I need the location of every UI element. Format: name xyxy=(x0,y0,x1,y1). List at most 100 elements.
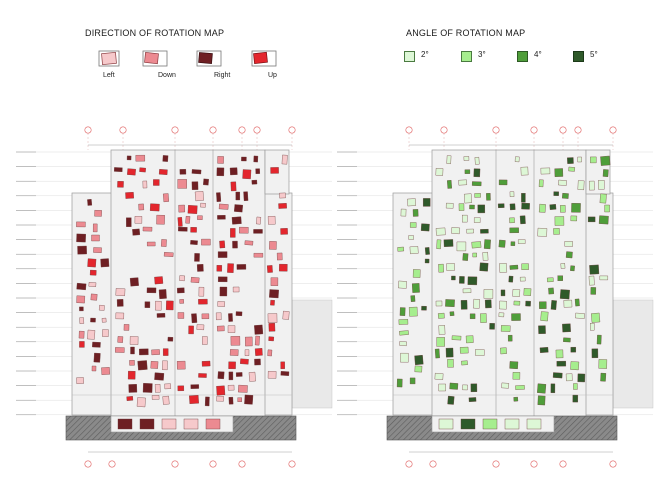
right-ground-panel xyxy=(526,418,542,430)
left-facade-panel xyxy=(179,275,185,282)
right-grid-bubble-bottom xyxy=(609,460,617,468)
right-facade-panel xyxy=(560,263,566,269)
left-facade-panel xyxy=(76,233,86,243)
legend-right-label: Right xyxy=(214,72,231,79)
right-facade-panel xyxy=(520,166,529,176)
right-elevation xyxy=(337,126,654,468)
left-facade-panel xyxy=(235,311,243,317)
right-facade-panel xyxy=(411,283,420,293)
right-facade-panel xyxy=(540,167,551,175)
right-facade-panel xyxy=(604,204,610,213)
left-facade-panel xyxy=(93,352,101,363)
left-facade-panel xyxy=(187,205,198,214)
left-facade-panel xyxy=(128,384,138,393)
right-facade-panel xyxy=(539,347,549,353)
left-facade-panel xyxy=(281,154,288,165)
left-facade-panel xyxy=(142,383,153,393)
left-facade-panel xyxy=(126,217,132,227)
right-facade-tower xyxy=(431,149,587,419)
right-facade-panel xyxy=(555,349,564,359)
left-facade-panel xyxy=(154,372,165,381)
right-facade-panel xyxy=(560,205,566,213)
left-facade-panel xyxy=(129,360,135,366)
right-facade-panel xyxy=(475,349,485,356)
right-facade-panel xyxy=(423,198,431,207)
left-facade-panel xyxy=(198,286,205,297)
right-facade-panel xyxy=(598,215,609,225)
left-facade-panel xyxy=(115,312,125,320)
left-facade-panel xyxy=(197,215,203,220)
left-facade-panel xyxy=(76,282,87,291)
left-facade-panel xyxy=(90,317,96,323)
left-facade-panel xyxy=(216,385,226,396)
right-map-title: ANGLE OF ROTATION MAP xyxy=(406,28,526,38)
right-facade-panel xyxy=(562,192,569,199)
right-facade-panel xyxy=(563,337,571,343)
right-facade-panel xyxy=(458,179,468,186)
left-facade-panel xyxy=(202,336,208,345)
right-facade-panel xyxy=(463,156,470,161)
right-facade-panel xyxy=(508,275,514,283)
left-facade-panel xyxy=(158,169,168,175)
right-facade-panel xyxy=(459,276,465,284)
right-facade-panel xyxy=(509,203,516,211)
left-facade-panel xyxy=(251,179,258,185)
left-facade-panel xyxy=(100,258,110,268)
left-facade-panel xyxy=(179,169,187,175)
legend-2deg-swatch xyxy=(404,51,415,62)
right-facade-panel xyxy=(549,204,557,210)
left-map-title: DIRECTION OF ROTATION MAP xyxy=(85,28,225,38)
left-facade-panel xyxy=(228,371,234,381)
right-facade-panel xyxy=(486,193,491,201)
left-facade-panel xyxy=(280,371,290,376)
right-facade-panel xyxy=(518,239,526,244)
left-facade-panel xyxy=(167,336,174,342)
right-grid-bubble-top xyxy=(492,126,500,134)
left-facade-panel xyxy=(136,397,146,408)
right-facade-panel xyxy=(412,269,421,278)
right-facade-panel xyxy=(564,241,573,247)
right-facade-panel xyxy=(590,156,597,164)
right-facade-panel xyxy=(480,313,487,323)
left-facade-panel xyxy=(91,234,100,242)
right-facade-panel xyxy=(500,325,511,332)
left-facade-panel xyxy=(162,360,168,371)
right-facade-panel xyxy=(550,300,557,310)
right-facade-panel xyxy=(538,325,546,334)
left-facade-panel xyxy=(217,215,226,220)
left-facade-panel xyxy=(179,299,185,304)
left-facade-panel xyxy=(153,179,160,186)
left-facade-panel xyxy=(253,229,263,234)
right-facade-panel xyxy=(587,216,596,223)
left-facade-panel xyxy=(129,336,139,345)
left-facade-panel xyxy=(216,265,223,272)
left-facade-panel xyxy=(254,324,264,335)
right-facade-panel xyxy=(577,156,582,163)
left-facade-panel xyxy=(200,202,206,208)
left-facade-panel xyxy=(165,300,174,311)
legend-up xyxy=(251,50,279,73)
left-facade-panel xyxy=(91,365,97,372)
legend-left-swatch xyxy=(98,50,120,67)
right-grid-bubble-top xyxy=(574,126,582,134)
right-facade-panel xyxy=(408,235,414,240)
left-facade-panel xyxy=(219,240,226,249)
left-facade-panel xyxy=(139,167,146,173)
left-facade-panel xyxy=(194,191,204,202)
right-facade-panel xyxy=(446,155,452,164)
right-facade-panel xyxy=(598,359,608,369)
left-facade-panel xyxy=(178,226,188,232)
right-facade-panel xyxy=(410,295,416,302)
right-facade-panel xyxy=(590,323,595,331)
right-facade-panel xyxy=(550,383,556,393)
left-facade-panel xyxy=(229,349,239,356)
right-facade-panel xyxy=(435,227,446,236)
left-facade-panel xyxy=(190,240,198,245)
left-facade-panel xyxy=(194,253,200,262)
left-facade-panel xyxy=(154,384,161,393)
right-facade-panel xyxy=(483,289,494,299)
left-facade-panel xyxy=(76,377,84,384)
right-facade-panel xyxy=(458,203,465,211)
right-facade-panel xyxy=(600,155,611,166)
